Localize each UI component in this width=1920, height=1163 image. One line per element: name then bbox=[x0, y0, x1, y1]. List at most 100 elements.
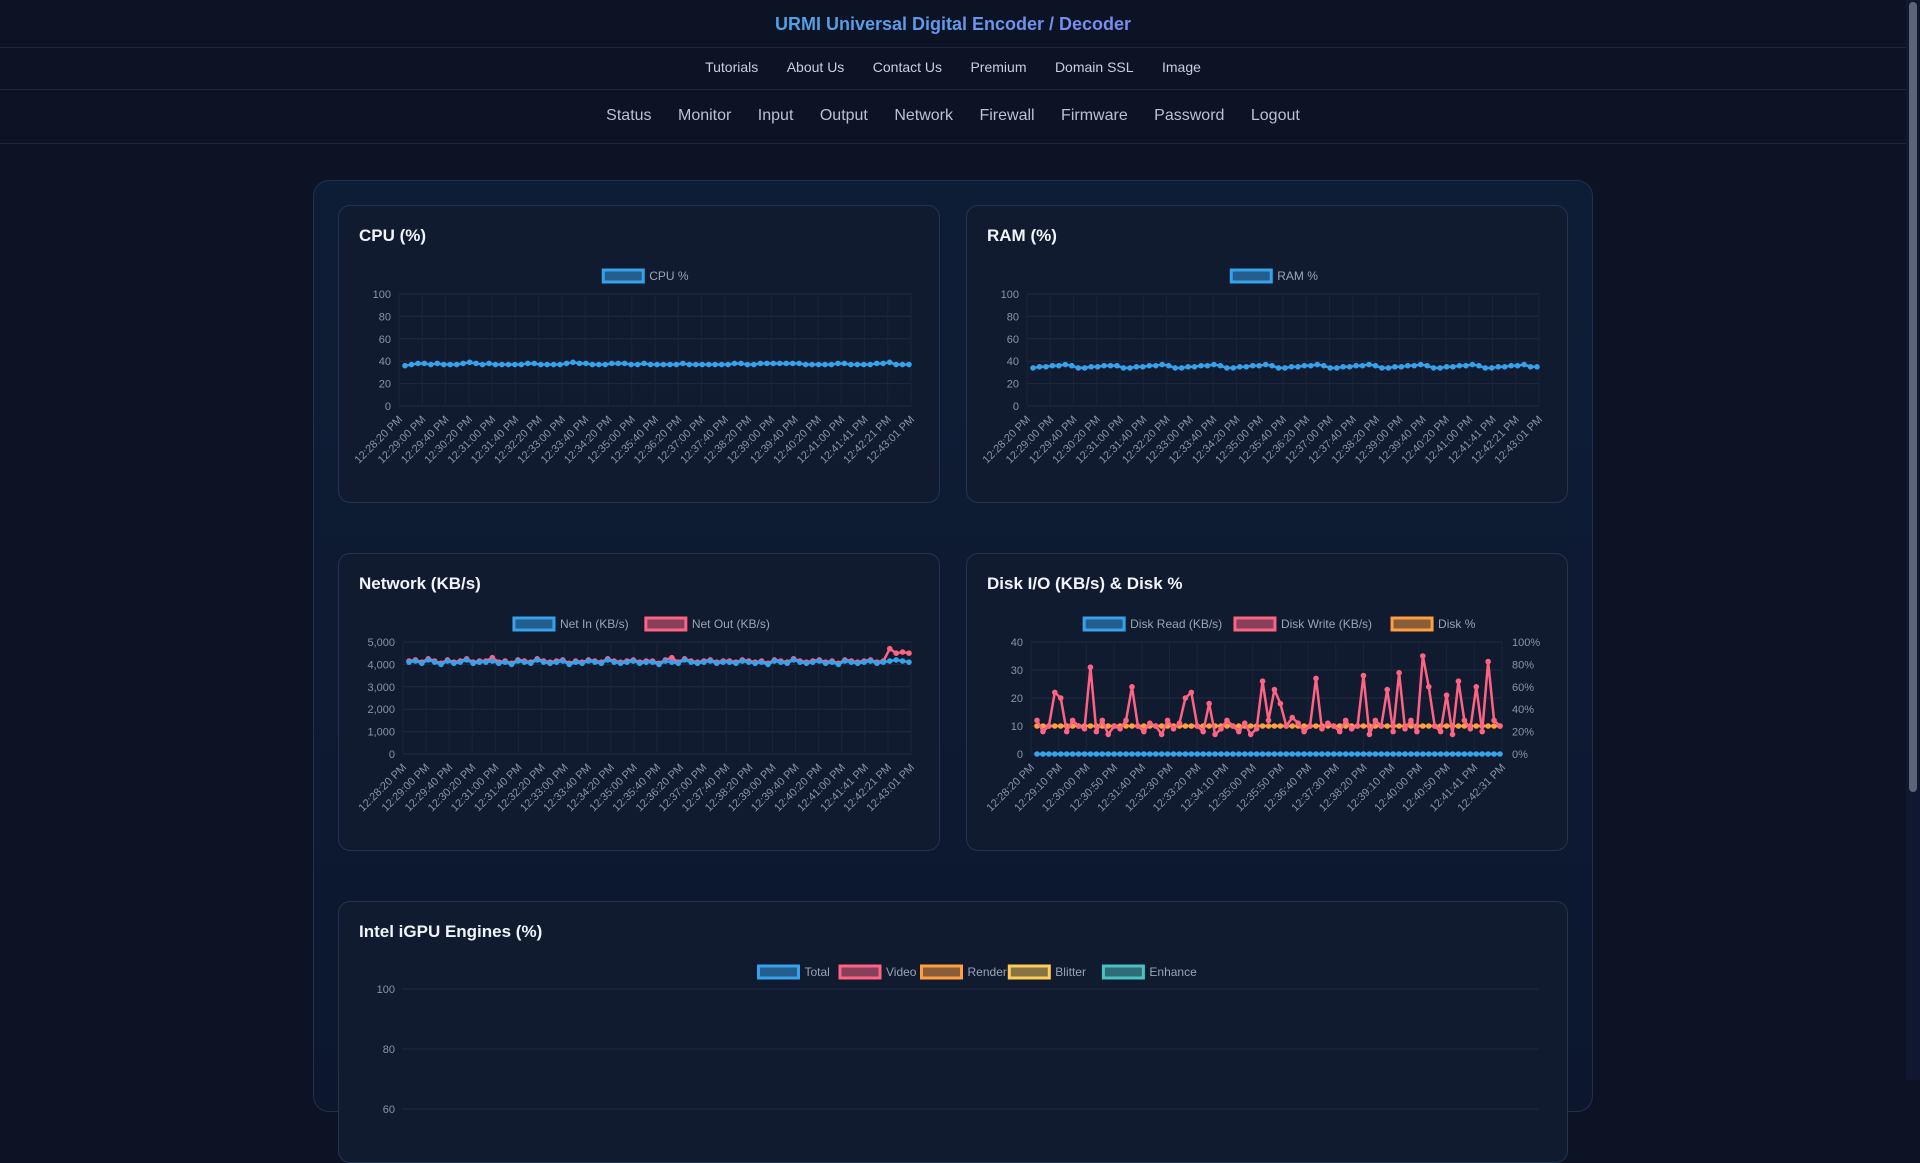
data-point bbox=[1283, 723, 1290, 729]
top-link-about-us[interactable]: About Us bbox=[786, 59, 845, 75]
legend-label: Blitter bbox=[1055, 965, 1086, 979]
data-point bbox=[842, 658, 848, 664]
data-point bbox=[1105, 723, 1112, 729]
data-point bbox=[1204, 362, 1211, 369]
nav-network[interactable]: Network bbox=[894, 107, 954, 124]
data-point bbox=[1275, 365, 1282, 371]
data-point bbox=[1473, 751, 1480, 757]
data-point bbox=[1099, 717, 1106, 724]
data-point bbox=[1140, 364, 1146, 370]
data-point bbox=[1353, 362, 1359, 369]
data-point bbox=[425, 657, 432, 663]
data-point bbox=[1164, 751, 1171, 757]
data-point bbox=[1146, 720, 1153, 726]
data-point bbox=[681, 657, 688, 663]
data-point bbox=[1194, 723, 1201, 729]
data-point bbox=[1117, 726, 1123, 732]
data-point bbox=[1289, 723, 1296, 729]
data-point bbox=[604, 657, 611, 663]
data-point bbox=[1164, 717, 1171, 724]
data-point bbox=[1342, 717, 1349, 724]
nav-firewall[interactable]: Firewall bbox=[979, 107, 1035, 124]
data-point bbox=[1319, 726, 1325, 732]
data-point bbox=[1495, 364, 1502, 370]
data-point bbox=[641, 360, 647, 367]
top-link-tutorials[interactable]: Tutorials bbox=[705, 59, 759, 75]
data-point bbox=[634, 361, 641, 368]
app-header: URMI Universal Digital Encoder / Decoder bbox=[0, 0, 1906, 48]
data-point bbox=[764, 360, 770, 367]
data-point bbox=[1378, 751, 1385, 757]
data-point bbox=[576, 360, 583, 367]
data-point bbox=[1283, 751, 1290, 757]
data-point bbox=[1259, 723, 1266, 729]
data-point bbox=[720, 659, 726, 665]
data-point bbox=[1420, 653, 1426, 659]
data-point bbox=[611, 659, 617, 665]
top-link-domain-ssl[interactable]: Domain SSL bbox=[1054, 59, 1134, 75]
top-link-contact-us[interactable]: Contact Us bbox=[872, 59, 943, 75]
nav-monitor[interactable]: Monitor bbox=[677, 107, 732, 124]
data-point bbox=[508, 661, 515, 668]
data-point bbox=[1117, 751, 1123, 757]
data-point bbox=[1467, 726, 1474, 732]
data-point bbox=[1120, 365, 1127, 371]
data-point bbox=[662, 658, 669, 664]
legend-swatch bbox=[1007, 964, 1051, 980]
data-point bbox=[547, 660, 553, 667]
data-point bbox=[680, 360, 686, 367]
data-point bbox=[1200, 751, 1207, 757]
data-point bbox=[1129, 723, 1135, 729]
data-point bbox=[1301, 728, 1307, 735]
data-point bbox=[1336, 728, 1343, 735]
data-point bbox=[1182, 751, 1189, 757]
nav-firmware[interactable]: Firmware bbox=[1061, 107, 1128, 124]
scrollbar-thumb[interactable] bbox=[1909, 2, 1917, 792]
data-point bbox=[656, 661, 662, 668]
data-point bbox=[860, 361, 867, 368]
data-point bbox=[816, 658, 823, 664]
data-point bbox=[1372, 362, 1379, 369]
legend-swatch bbox=[1233, 616, 1277, 632]
data-point bbox=[1319, 751, 1325, 757]
data-point bbox=[669, 659, 675, 665]
data-point bbox=[1170, 751, 1177, 757]
data-point bbox=[1313, 751, 1319, 757]
data-point bbox=[1301, 362, 1308, 369]
data-point bbox=[822, 361, 828, 368]
page-scrollbar[interactable] bbox=[1906, 0, 1920, 1080]
nav-input[interactable]: Input bbox=[757, 107, 794, 124]
nav-output[interactable]: Output bbox=[819, 107, 868, 124]
data-point bbox=[758, 659, 765, 665]
data-point bbox=[841, 360, 848, 367]
data-point bbox=[1052, 751, 1058, 757]
data-point bbox=[1271, 686, 1278, 693]
nav-logout[interactable]: Logout bbox=[1250, 107, 1300, 124]
data-point bbox=[1372, 717, 1379, 724]
nav-password[interactable]: Password bbox=[1154, 107, 1225, 124]
data-point bbox=[1236, 728, 1242, 735]
data-point bbox=[1036, 364, 1043, 370]
data-point bbox=[1485, 658, 1491, 665]
data-point bbox=[1333, 365, 1340, 371]
data-point bbox=[1093, 751, 1100, 757]
nav-status[interactable]: Status bbox=[606, 107, 652, 124]
data-point bbox=[1408, 751, 1414, 757]
data-point bbox=[667, 361, 673, 368]
legend-swatch bbox=[838, 964, 882, 980]
y-tick-label: 3,000 bbox=[367, 682, 395, 694]
top-link-image[interactable]: Image bbox=[1161, 59, 1201, 75]
data-point bbox=[1111, 751, 1117, 757]
disk-card-title: Disk I/O (KB/s) & Disk % bbox=[987, 574, 1183, 593]
data-point bbox=[1230, 751, 1236, 757]
data-point bbox=[776, 360, 783, 367]
data-point bbox=[1114, 362, 1120, 369]
y-tick-label: 0 bbox=[1017, 749, 1023, 761]
data-point bbox=[1313, 723, 1319, 729]
data-point bbox=[1141, 728, 1147, 735]
top-link-premium[interactable]: Premium bbox=[970, 59, 1027, 75]
data-point bbox=[1127, 365, 1133, 371]
data-point bbox=[1253, 751, 1260, 757]
igpu-card: Intel iGPU Engines (%) 406080100TotalVid… bbox=[338, 901, 1568, 1163]
data-point bbox=[470, 660, 476, 667]
